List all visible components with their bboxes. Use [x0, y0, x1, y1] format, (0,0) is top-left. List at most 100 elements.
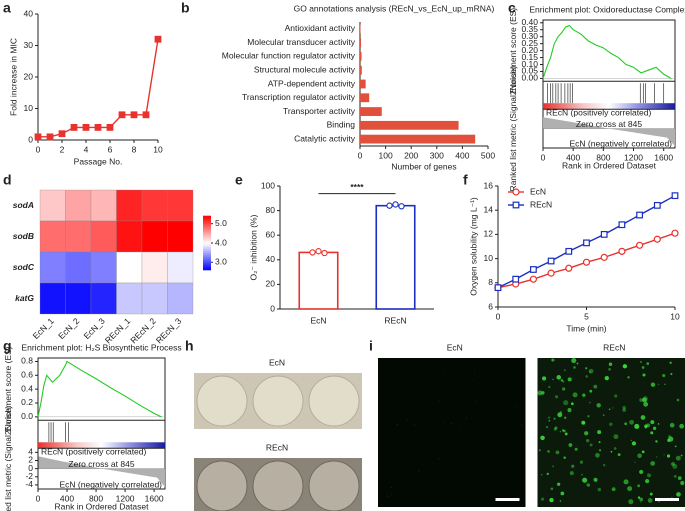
fluorescence-spot: [506, 427, 508, 429]
y-tick-label: 0.00: [521, 73, 538, 83]
fluorescence-spot: [559, 430, 562, 433]
fluorescence-spot: [609, 422, 613, 426]
y-tick-label: 0: [28, 463, 33, 473]
fluorescence-spot: [564, 416, 567, 419]
fluorescence-spot: [613, 434, 619, 440]
x-tick-label: 1200: [624, 152, 643, 162]
colorbar-step: [203, 238, 211, 242]
marker: [547, 269, 555, 277]
fluorescence-spot: [608, 362, 613, 366]
color-strip: [543, 103, 675, 110]
data-point: [398, 203, 405, 210]
colorbar-step: [203, 217, 211, 221]
ranked-area: [38, 456, 165, 487]
marker: [565, 247, 573, 255]
fluorescence-spot: [643, 401, 649, 407]
category-label: Transcription regulator activity: [242, 92, 356, 102]
colorbar-step: [203, 233, 211, 236]
category-label: ATP-dependent activity: [268, 78, 356, 88]
y-tick-label: 10: [24, 103, 34, 113]
fluorescence-spot: [640, 501, 642, 503]
category-label: Molecular transducer activity: [247, 37, 355, 47]
marker: [529, 266, 537, 273]
marker: [46, 133, 54, 141]
colorbar-step: [203, 265, 211, 269]
fluorescence-spot: [597, 430, 602, 435]
fluorescence-spot: [537, 390, 543, 396]
fluorescence-spot: [546, 472, 549, 476]
chart-title: Enrichment plot: Oxidoreductase Complex: [529, 4, 685, 14]
fluorescence-spot: [438, 400, 440, 402]
fluorescence-spot: [548, 419, 551, 422]
fluorescence-spot: [560, 491, 565, 496]
fluorescence-spot: [568, 443, 573, 447]
column-label: REcN_1: [103, 316, 133, 346]
x-tick-label: 0: [36, 144, 41, 154]
fluorescence-spot: [585, 438, 590, 443]
y-tick-label: 14: [484, 204, 494, 214]
fluorescence-spot: [562, 429, 566, 433]
panel-label: b: [181, 0, 190, 16]
x-tick-label: 4: [84, 144, 89, 154]
fluorescence-spot: [588, 368, 594, 374]
heat-cell: [39, 189, 66, 222]
fluorescence-spot: [589, 370, 591, 373]
fluorescence-spot: [582, 477, 588, 483]
micrograph: [537, 358, 685, 507]
fluorescence-spot: [563, 456, 566, 459]
heat-cell: [65, 189, 92, 222]
colorbar-step: [203, 236, 211, 240]
fluorescence-spot: [650, 420, 655, 425]
fluorescence-spot: [559, 411, 562, 414]
marker: [653, 235, 661, 243]
fluorescence-spot: [552, 378, 554, 381]
fluorescence-spot: [637, 453, 642, 459]
fluorescence-spot: [608, 367, 611, 371]
fluorescence-spot: [612, 407, 614, 409]
fluorescence-spot: [564, 432, 568, 436]
neg-label: EcN (negatively correlated): [59, 479, 162, 489]
panel-label: a: [3, 0, 11, 16]
fluorescence-spot: [406, 420, 408, 422]
fluorescence-spot: [673, 474, 677, 478]
column-label: EcN_1: [31, 316, 56, 341]
y-tick-label: 16: [484, 180, 494, 190]
x-axis-label: Time (min): [566, 323, 606, 333]
data-point: [321, 249, 328, 257]
fluorescence-spot: [617, 453, 621, 456]
fluorescence-spot: [631, 441, 637, 446]
heat-cell: [39, 251, 66, 284]
colorbar-step: [203, 221, 211, 225]
fluorescence-spot: [642, 397, 647, 403]
y-tick-label: 0.10: [521, 59, 538, 69]
fluorescence-spot: [538, 449, 541, 452]
heat-cell: [141, 220, 168, 253]
heat-cell: [39, 220, 66, 253]
y-tick-label: 20: [24, 71, 34, 81]
fluorescence-spot: [552, 465, 555, 468]
bar: [360, 107, 382, 116]
marker: [618, 247, 626, 255]
y-tick-label: 2: [28, 455, 33, 465]
y-tick-label: 0.0: [21, 411, 33, 421]
heat-cell: [116, 189, 143, 222]
fluorescence-spot: [639, 469, 644, 475]
data-point: [386, 202, 393, 209]
y-tick-label: 0.30: [521, 31, 538, 41]
row-label: katG: [15, 293, 34, 303]
rank-label: Ranked list metric (Signal2Noise): [508, 66, 518, 192]
marker: [70, 123, 78, 131]
fluorescence-spot: [602, 463, 606, 467]
fluorescence-spot: [629, 419, 635, 425]
x-tick-label: 300: [430, 150, 444, 160]
fluorescence-spot: [574, 447, 578, 451]
fluorescence-spot: [585, 375, 588, 378]
fluorescence-spot: [579, 460, 584, 464]
colorbar-step: [203, 267, 211, 271]
y-axis-label: Oxygen solubility (mg L⁻¹): [468, 197, 478, 296]
y-tick-label: 0.05: [521, 66, 538, 76]
panel-label: c: [508, 0, 516, 16]
fluorescence-spot: [587, 415, 590, 418]
fluorescence-spot: [554, 426, 558, 430]
